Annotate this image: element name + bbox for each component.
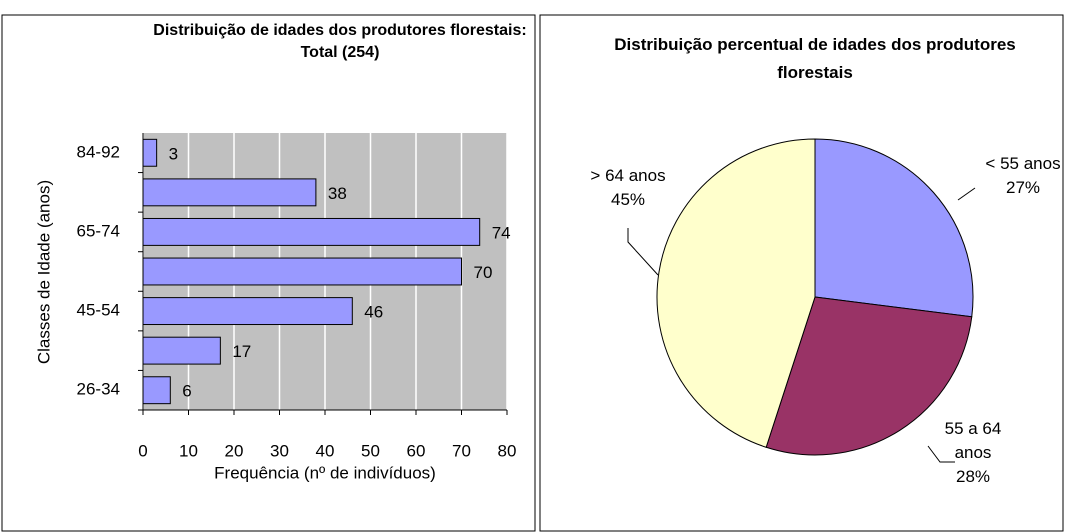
pie-slice <box>765 296 973 456</box>
bar <box>142 138 158 167</box>
pie-slice <box>814 138 974 318</box>
bar <box>142 376 171 405</box>
y-tick-label: 84-92 <box>77 142 120 161</box>
x-tick-label: 0 <box>138 441 147 460</box>
value-label: 70 <box>474 263 493 282</box>
left-frame <box>1 14 536 532</box>
value-label: 3 <box>169 144 178 163</box>
x-tick-label: 20 <box>225 441 244 460</box>
bar <box>142 178 317 207</box>
x-tick-label: 50 <box>361 441 380 460</box>
leader-line <box>927 445 955 463</box>
pie-slice <box>656 138 816 448</box>
value-label: 38 <box>328 184 347 203</box>
value-label: 74 <box>492 223 511 242</box>
x-tick-label: 70 <box>452 441 471 460</box>
value-label: 46 <box>364 303 383 322</box>
pie-value-label: 45% <box>610 190 646 209</box>
value-label: 6 <box>182 382 191 401</box>
bar <box>142 336 221 365</box>
y-axis-label: Classes de Idade (anos) <box>34 180 53 364</box>
leader-line <box>627 228 659 276</box>
y-tick-label: 26-34 <box>77 380 120 399</box>
x-tick-label: 10 <box>179 441 198 460</box>
bar <box>142 257 462 286</box>
chart-title: Distribuição de idades dos produtores fl… <box>153 22 527 61</box>
bar <box>142 297 353 326</box>
bar <box>142 217 481 246</box>
chart-title: Distribuição percentual de idades dos pr… <box>614 35 1016 82</box>
y-tick-label: 45-54 <box>77 301 120 320</box>
pie-category-label: 55 a 64 anos <box>944 419 1002 462</box>
x-tick-label: 60 <box>407 441 426 460</box>
x-tick-label: 30 <box>270 441 289 460</box>
pie-value-label: 27% <box>1005 178 1041 197</box>
y-tick-label: 65-74 <box>77 221 120 240</box>
x-axis-label: Frequência (nº de indivíduos) <box>214 463 436 482</box>
pie-value-label: 28% <box>955 467 991 486</box>
pie-category-label: < 55 anos <box>985 154 1061 173</box>
right-frame <box>539 14 1064 532</box>
x-tick-label: 80 <box>498 441 517 460</box>
value-label: 17 <box>232 342 251 361</box>
pie-category-label: > 64 anos <box>590 166 666 185</box>
leader-line <box>957 187 976 201</box>
x-tick-label: 40 <box>316 441 335 460</box>
